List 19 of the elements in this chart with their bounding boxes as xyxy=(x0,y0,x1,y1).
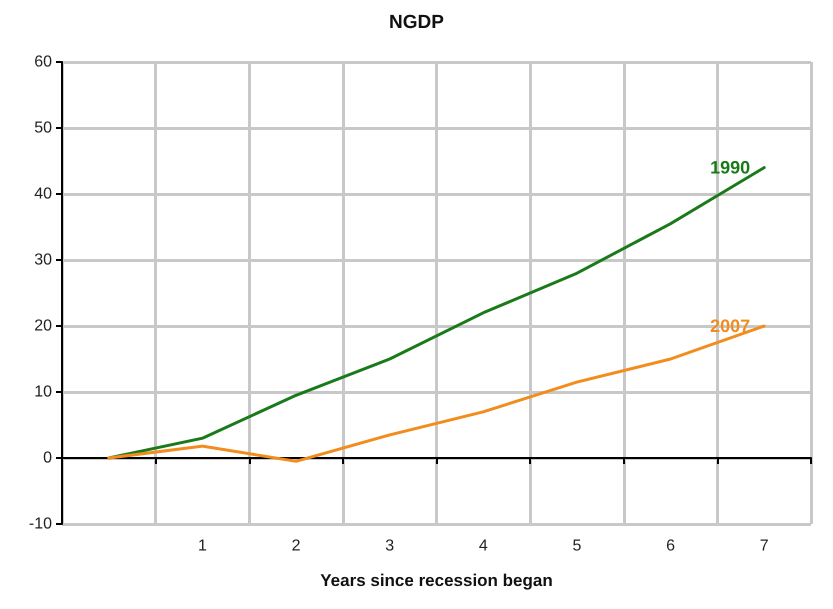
y-tick-label: 20 xyxy=(34,318,52,334)
x-tick-label: 7 xyxy=(760,538,769,554)
series-label: 2007 xyxy=(710,316,750,336)
x-tick-label: 1 xyxy=(198,538,207,554)
y-tick-label: 30 xyxy=(34,252,52,268)
x-tick-label: 2 xyxy=(292,538,301,554)
x-axis-title: Years since recession began xyxy=(320,571,553,590)
y-tick-label: 60 xyxy=(34,54,52,70)
y-tick-label: 0 xyxy=(43,450,52,466)
x-tick-label: 3 xyxy=(385,538,394,554)
x-tick-label: 5 xyxy=(572,538,582,554)
chart-title: NGDP xyxy=(389,12,444,33)
y-tick-label: 10 xyxy=(34,384,52,400)
x-tick-label: 4 xyxy=(478,538,488,554)
y-tick-label: 50 xyxy=(34,120,52,136)
y-tick-label: -10 xyxy=(28,516,52,532)
x-tick-label: 6 xyxy=(666,538,676,554)
series-label: 1990 xyxy=(710,158,750,178)
y-tick-label: 40 xyxy=(34,186,52,202)
